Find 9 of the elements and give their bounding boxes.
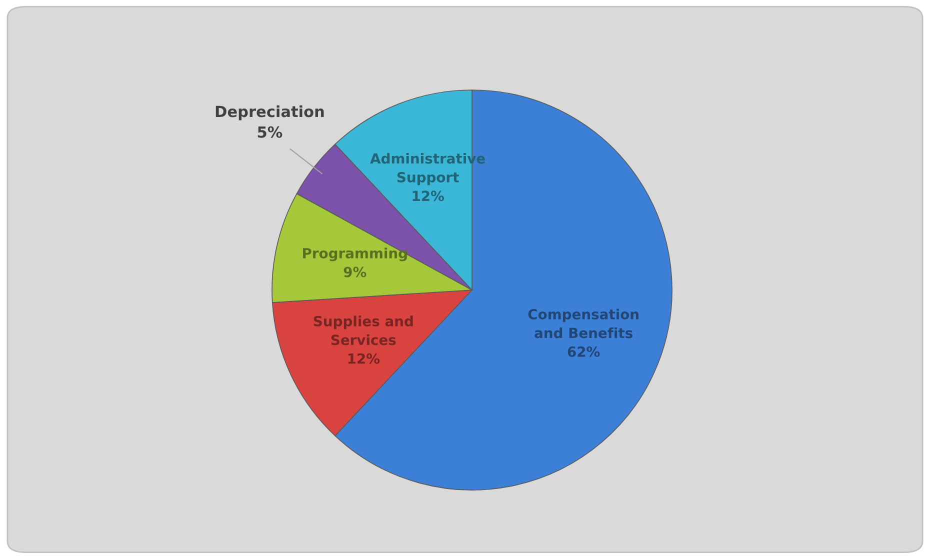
slice-label: Depreciation bbox=[216, 105, 324, 120]
data-label: 9% bbox=[344, 266, 366, 278]
slice-label: Programming bbox=[303, 248, 407, 262]
slice-label: Supplies and Services bbox=[314, 316, 413, 346]
slice-label: Compensation and Benefits bbox=[528, 308, 638, 338]
data-label: 12% bbox=[412, 190, 444, 202]
data-label: 12% bbox=[348, 353, 380, 364]
data-label: 5% bbox=[258, 126, 282, 138]
data-label: 62% bbox=[568, 346, 600, 357]
